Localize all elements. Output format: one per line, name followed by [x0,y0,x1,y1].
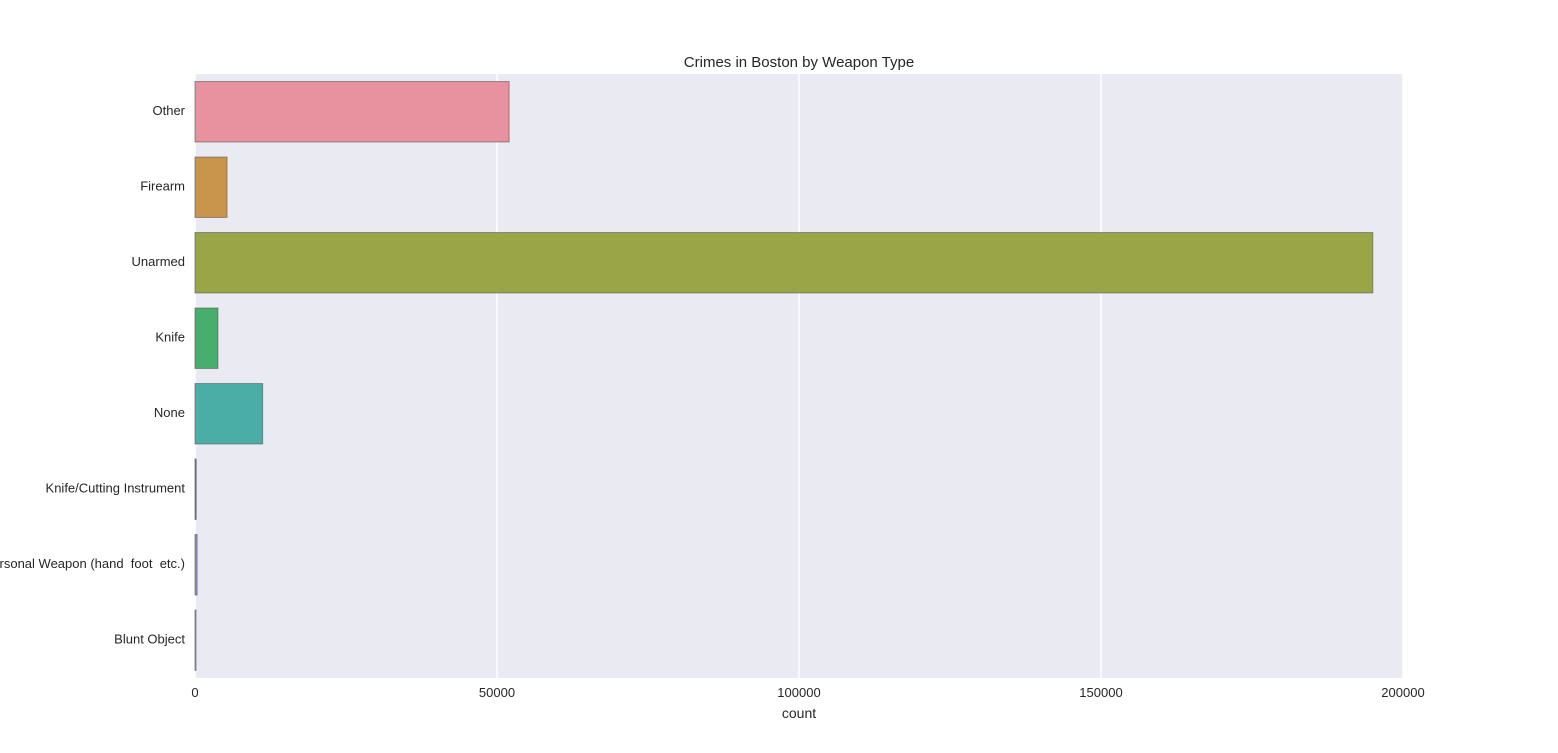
y-tick-label: Other [152,103,185,118]
x-tick-label: 100000 [777,685,820,700]
x-axis-label: count [782,705,816,721]
y-tick-label: Personal Weapon (hand foot etc.) [0,556,185,571]
y-tick-label: None [154,405,185,420]
x-tick-label: 200000 [1381,685,1424,700]
bar-firearm [194,156,228,218]
x-axis-tick-labels: 0 50000 100000 150000 200000 [191,685,1424,700]
bar-other [194,81,510,143]
bar-knife [194,307,219,369]
bar-blunt-object [194,609,197,671]
y-tick-label: Firearm [140,179,185,194]
x-tick-label: 50000 [479,685,515,700]
bar-none [194,383,264,445]
bar-knife-cutting-instrument [194,458,197,520]
chart-title: Crimes in Boston by Weapon Type [684,54,914,71]
y-tick-label: Blunt Object [114,632,185,647]
y-tick-label: Knife [155,330,185,345]
y-tick-label: Knife/Cutting Instrument [46,481,186,496]
bars [194,81,1374,671]
bar-unarmed [194,232,1374,294]
y-tick-label: Unarmed [132,254,185,269]
x-tick-label: 150000 [1079,685,1122,700]
bar-personal-weapon-hand-foot-etc [194,534,198,596]
x-tick-label: 0 [191,685,198,700]
y-axis-tick-labels: Other Firearm Unarmed Knife None Knife/Cuttin… [0,103,186,647]
